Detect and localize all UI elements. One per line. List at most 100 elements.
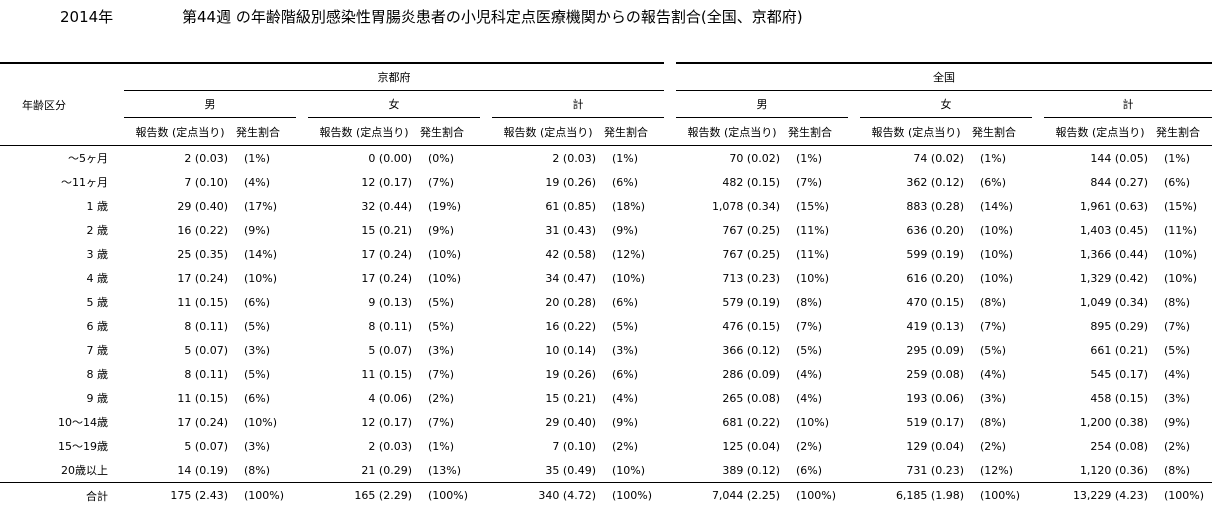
report-count-cell: 5 (0.07) (184, 439, 228, 453)
col-gap (664, 170, 676, 194)
rate-cell: (3%) (244, 343, 271, 357)
col-gap (1032, 434, 1044, 458)
rate-cell: (7%) (428, 367, 455, 381)
table-row: 3 歳 25 (0.35) (14%) 17 (0.24) (10%) 42 (0.58)… (0, 242, 1212, 266)
report-count-cell: 419 (0.13) (906, 319, 964, 333)
report-count-cell: 599 (0.19) (906, 247, 964, 261)
col-gap (296, 482, 308, 508)
report-count-cell: 470 (0.15) (906, 295, 964, 309)
col-gap (296, 362, 308, 386)
rate-cell: (1%) (1164, 151, 1191, 165)
rate-cell: (2%) (1164, 439, 1191, 453)
col-gap (480, 91, 492, 118)
report-count-cell: 17 (0.24) (361, 271, 412, 285)
report-count-cell: 883 (0.28) (906, 199, 964, 213)
report-count-cell: 15 (0.21) (545, 391, 596, 405)
report-count-cell: 1,049 (0.34) (1079, 295, 1148, 309)
table-row: 6 歳 8 (0.11) (5%) 8 (0.11) (5%) 16 (0.22) (5%)… (0, 314, 1212, 338)
report-count-cell: 731 (0.23) (906, 463, 964, 477)
col-gap (296, 338, 308, 362)
col-gap (296, 458, 308, 483)
col-gap (1032, 410, 1044, 434)
rate-cell: (6%) (612, 295, 639, 309)
report-count-cell: 476 (0.15) (722, 319, 780, 333)
rate-cell: (11%) (796, 247, 830, 261)
total-row: 合計 175 (2.43) (100%) 165 (2.29) (100%) 340 (4… (0, 482, 1212, 508)
report-count-cell: 15 (0.21) (361, 223, 412, 237)
report-count-cell: 25 (0.35) (177, 247, 228, 261)
report-count-cell: 165 (2.29) (308, 482, 420, 508)
rate-cell: (12%) (980, 463, 1014, 477)
report-count-cell: 2 (0.03) (184, 151, 228, 165)
report-count-cell: 545 (0.17) (1090, 367, 1148, 381)
age-label: ～5ヶ月 (68, 152, 108, 165)
rate-cell: (0%) (428, 151, 455, 165)
rate-cell: (7%) (796, 175, 823, 189)
col-gap (848, 386, 860, 410)
age-label: 5 歳 (86, 296, 109, 309)
rate-column-header: 発生割合 (1156, 117, 1212, 146)
report-count-cell: 6,185 (1.98) (860, 482, 972, 508)
report-count-cell: 4 (0.06) (368, 391, 412, 405)
rate-cell: (13%) (428, 463, 462, 477)
col-gap (664, 482, 676, 508)
col-gap (1032, 194, 1044, 218)
col-gap (848, 242, 860, 266)
rate-cell: (5%) (428, 319, 455, 333)
count-column-header: 報告数 (定点当り) (308, 117, 420, 146)
table-row: 4 歳 17 (0.24) (10%) 17 (0.24) (10%) 34 (0.47)… (0, 266, 1212, 290)
rate-cell: (6%) (244, 391, 271, 405)
rate-cell: (10%) (244, 415, 278, 429)
col-gap (1032, 242, 1044, 266)
table-row: ～5ヶ月 2 (0.03) (1%) 0 (0.00) (0%) 2 (0.03) (1%)… (0, 146, 1212, 171)
report-count-cell: 895 (0.29) (1090, 319, 1148, 333)
col-gap (480, 170, 492, 194)
rate-cell: (7%) (980, 319, 1007, 333)
age-label: ～11ヶ月 (61, 176, 108, 189)
rate-cell: (10%) (1164, 271, 1198, 285)
rate-cell: (15%) (1164, 199, 1198, 213)
col-gap (664, 91, 676, 118)
rate-cell: (14%) (980, 199, 1014, 213)
age-label: 15～19歳 (58, 440, 108, 453)
report-count-cell: 17 (0.24) (177, 415, 228, 429)
table-row: 15～19歳 5 (0.07) (3%) 2 (0.03) (1%) 7 (0.10) (2… (0, 434, 1212, 458)
rate-cell: (100%) (972, 482, 1032, 508)
report-count-cell: 8 (0.11) (368, 319, 412, 333)
rate-cell: (5%) (980, 343, 1007, 357)
col-gap (296, 91, 308, 118)
count-column-header: 報告数 (定点当り) (492, 117, 604, 146)
col-gap (480, 338, 492, 362)
col-gap (664, 146, 676, 171)
col-gap (848, 410, 860, 434)
rate-cell: (8%) (980, 415, 1007, 429)
rate-column-header: 発生割合 (972, 117, 1032, 146)
col-gap (848, 290, 860, 314)
col-gap (848, 218, 860, 242)
report-count-cell: 16 (0.22) (545, 319, 596, 333)
report-count-cell: 844 (0.27) (1090, 175, 1148, 189)
age-label: 20歳以上 (61, 464, 108, 477)
col-gap (480, 482, 492, 508)
report-count-cell: 20 (0.28) (545, 295, 596, 309)
report-title: 第44週 の年齢階級別感染性胃腸炎患者の小児科定点医療機関からの報告割合(全国、… (182, 8, 803, 26)
rate-cell: (11%) (1164, 223, 1198, 237)
rate-cell: (5%) (612, 319, 639, 333)
report-count-cell: 34 (0.47) (545, 271, 596, 285)
report-count-cell: 579 (0.19) (722, 295, 780, 309)
rate-cell: (10%) (980, 271, 1014, 285)
col-gap (664, 117, 676, 146)
sex-header-row: 男 女 計 男 女 計 (0, 90, 1212, 118)
report-count-cell: 11 (0.15) (361, 367, 412, 381)
rate-cell: (6%) (244, 295, 271, 309)
col-gap (1032, 314, 1044, 338)
rate-cell: (17%) (244, 199, 278, 213)
col-gap (296, 386, 308, 410)
col-gap (1032, 91, 1044, 118)
col-gap (480, 266, 492, 290)
rate-cell: (1%) (612, 151, 639, 165)
col-gap (1032, 458, 1044, 483)
col-gap (480, 218, 492, 242)
col-gap (296, 434, 308, 458)
report-count-cell: 13,229 (4.23) (1044, 482, 1156, 508)
